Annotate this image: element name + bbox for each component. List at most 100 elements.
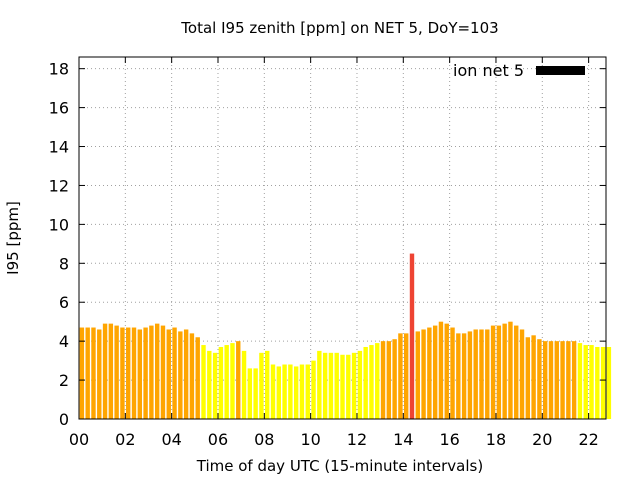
bar xyxy=(514,325,519,419)
bar xyxy=(363,346,368,419)
bar xyxy=(595,346,600,419)
bar xyxy=(502,323,507,419)
bar xyxy=(178,331,183,419)
x-tick-label: 22 xyxy=(578,430,598,449)
y-axis-label: I95 [ppm] xyxy=(4,201,22,275)
bar xyxy=(131,327,137,419)
bar xyxy=(305,364,310,419)
bar xyxy=(421,329,426,419)
bar xyxy=(479,329,484,419)
bar xyxy=(432,325,438,419)
bar xyxy=(311,360,316,419)
bar xyxy=(427,327,432,419)
bar xyxy=(143,327,148,419)
bar xyxy=(600,346,606,419)
bar xyxy=(189,333,195,419)
bar xyxy=(102,323,108,419)
bar xyxy=(230,343,235,419)
bar xyxy=(265,350,270,419)
bar xyxy=(120,327,125,419)
bar xyxy=(270,364,276,419)
bar xyxy=(259,352,264,419)
bar xyxy=(79,327,85,419)
y-tick-label: 4 xyxy=(59,332,69,351)
bar xyxy=(172,327,177,419)
bar xyxy=(490,325,496,419)
x-tick-label: 10 xyxy=(300,430,320,449)
bar xyxy=(253,368,258,419)
bar xyxy=(525,337,531,419)
x-tick-label: 06 xyxy=(208,430,228,449)
x-tick-label: 12 xyxy=(347,430,367,449)
bar xyxy=(473,329,478,419)
bar xyxy=(398,333,403,419)
bar xyxy=(328,352,334,419)
bar xyxy=(247,368,253,419)
bar xyxy=(276,366,281,419)
y-tick-label: 18 xyxy=(49,60,69,79)
bar xyxy=(456,333,461,419)
x-tick-label: 02 xyxy=(115,430,135,449)
bar xyxy=(282,364,287,419)
bar xyxy=(554,341,559,419)
y-tick-label: 2 xyxy=(59,371,69,390)
plot-frame xyxy=(78,56,607,420)
bar xyxy=(299,364,305,419)
y-tick-label: 16 xyxy=(49,99,69,118)
bar xyxy=(409,253,415,419)
bar xyxy=(126,327,131,419)
bar xyxy=(166,329,171,419)
bar xyxy=(212,352,218,419)
bar xyxy=(160,325,166,419)
bar xyxy=(293,366,299,419)
bar xyxy=(531,335,536,419)
bar xyxy=(201,345,206,419)
bar xyxy=(154,323,160,419)
bar xyxy=(392,339,397,419)
bar xyxy=(114,325,119,419)
y-tick-label: 10 xyxy=(49,215,69,234)
x-tick-label: 20 xyxy=(532,430,552,449)
bar xyxy=(485,329,490,419)
bar xyxy=(537,339,542,419)
bar xyxy=(357,350,363,419)
bars xyxy=(79,253,612,419)
legend-label: ion net 5 xyxy=(453,61,524,80)
y-tick-label: 14 xyxy=(49,138,69,157)
bar xyxy=(404,333,409,419)
bar xyxy=(317,350,322,419)
bar xyxy=(334,352,339,419)
x-tick-label: 18 xyxy=(486,430,506,449)
bar xyxy=(85,327,90,419)
bar xyxy=(346,354,351,419)
bar xyxy=(577,343,583,419)
bar xyxy=(340,354,345,419)
bar xyxy=(137,329,143,419)
bar xyxy=(438,321,444,419)
bar xyxy=(461,333,467,419)
bar xyxy=(97,329,102,419)
bar xyxy=(444,323,449,419)
legend-swatch xyxy=(536,66,585,75)
bar xyxy=(450,327,455,419)
bar xyxy=(380,341,386,419)
x-tick-label: 16 xyxy=(439,430,459,449)
bar xyxy=(91,327,96,419)
bar xyxy=(288,364,293,419)
y-tick-label: 12 xyxy=(49,176,69,195)
x-tick-label: 00 xyxy=(69,430,89,449)
legend: ion net 5 xyxy=(453,61,585,80)
bar xyxy=(322,352,328,419)
bar xyxy=(183,329,189,419)
x-tick-label: 14 xyxy=(393,430,413,449)
bar xyxy=(207,350,212,419)
tick-marks xyxy=(78,57,606,420)
y-tick-label: 6 xyxy=(59,293,69,312)
bar xyxy=(542,341,548,419)
bar xyxy=(224,345,229,419)
bar xyxy=(606,346,612,419)
bar xyxy=(560,341,565,419)
bar xyxy=(241,350,247,419)
y-tick-label: 8 xyxy=(59,254,69,273)
